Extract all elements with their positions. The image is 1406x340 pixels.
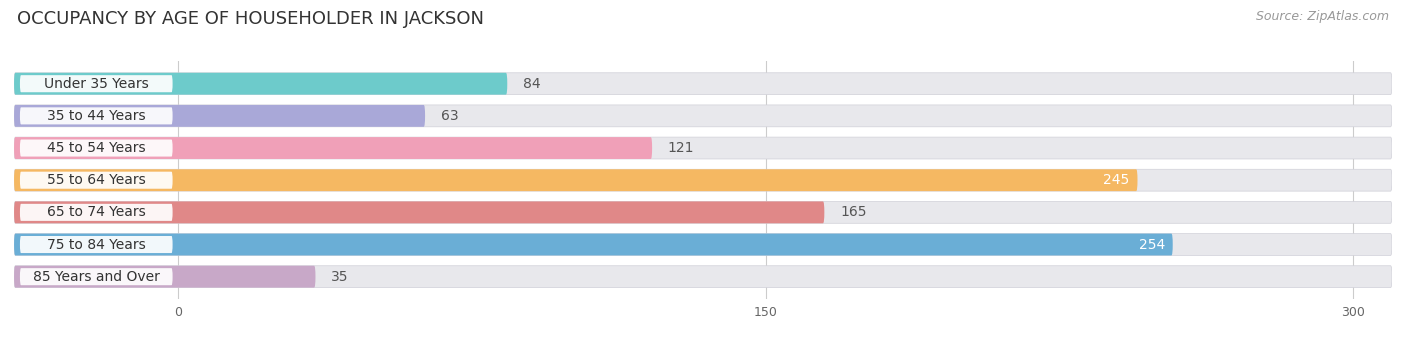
FancyBboxPatch shape bbox=[14, 266, 1392, 288]
Text: 84: 84 bbox=[523, 77, 540, 91]
Text: 35 to 44 Years: 35 to 44 Years bbox=[46, 109, 146, 123]
Text: 75 to 84 Years: 75 to 84 Years bbox=[46, 238, 146, 252]
Text: 35: 35 bbox=[332, 270, 349, 284]
FancyBboxPatch shape bbox=[20, 204, 173, 221]
Text: Under 35 Years: Under 35 Years bbox=[44, 77, 149, 91]
FancyBboxPatch shape bbox=[14, 73, 508, 95]
FancyBboxPatch shape bbox=[14, 201, 824, 223]
Text: Source: ZipAtlas.com: Source: ZipAtlas.com bbox=[1256, 10, 1389, 23]
FancyBboxPatch shape bbox=[14, 105, 1392, 127]
FancyBboxPatch shape bbox=[14, 234, 1392, 255]
FancyBboxPatch shape bbox=[14, 137, 1392, 159]
FancyBboxPatch shape bbox=[20, 236, 173, 253]
Text: 254: 254 bbox=[1139, 238, 1166, 252]
Text: OCCUPANCY BY AGE OF HOUSEHOLDER IN JACKSON: OCCUPANCY BY AGE OF HOUSEHOLDER IN JACKS… bbox=[17, 10, 484, 28]
FancyBboxPatch shape bbox=[14, 105, 425, 127]
FancyBboxPatch shape bbox=[20, 172, 173, 189]
Text: 121: 121 bbox=[668, 141, 695, 155]
Text: 165: 165 bbox=[839, 205, 866, 219]
FancyBboxPatch shape bbox=[14, 73, 1392, 95]
FancyBboxPatch shape bbox=[20, 75, 173, 92]
FancyBboxPatch shape bbox=[14, 266, 315, 288]
Text: 245: 245 bbox=[1104, 173, 1129, 187]
Text: 85 Years and Over: 85 Years and Over bbox=[32, 270, 160, 284]
FancyBboxPatch shape bbox=[20, 268, 173, 285]
Text: 63: 63 bbox=[440, 109, 458, 123]
Text: 45 to 54 Years: 45 to 54 Years bbox=[46, 141, 146, 155]
FancyBboxPatch shape bbox=[14, 234, 1173, 255]
FancyBboxPatch shape bbox=[14, 137, 652, 159]
Text: 55 to 64 Years: 55 to 64 Years bbox=[46, 173, 146, 187]
FancyBboxPatch shape bbox=[20, 107, 173, 124]
FancyBboxPatch shape bbox=[20, 139, 173, 156]
Text: 65 to 74 Years: 65 to 74 Years bbox=[46, 205, 146, 219]
FancyBboxPatch shape bbox=[14, 201, 1392, 223]
FancyBboxPatch shape bbox=[14, 169, 1392, 191]
FancyBboxPatch shape bbox=[14, 169, 1137, 191]
